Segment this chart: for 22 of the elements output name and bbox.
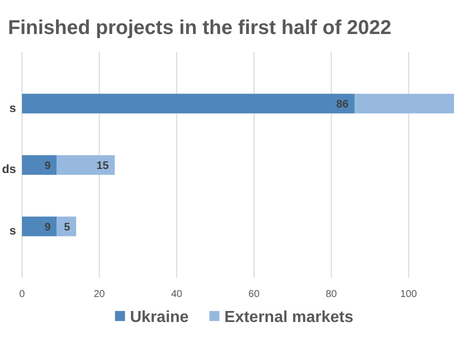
- x-tick-label: 100: [400, 289, 418, 300]
- y-tick-label: ds: [2, 162, 16, 176]
- data-label: 5: [64, 221, 70, 234]
- y-tick-label: s: [9, 100, 16, 115]
- bar: [22, 94, 354, 114]
- bar: [22, 216, 57, 236]
- data-label: 86: [336, 98, 348, 110]
- x-tick-label: 60: [248, 289, 260, 300]
- legend-label: External markets: [224, 309, 354, 326]
- x-tick-label: 0: [19, 289, 26, 300]
- bar: [22, 155, 57, 175]
- data-label: 15: [96, 160, 109, 172]
- legend-label: Ukraine: [130, 309, 189, 326]
- x-tick-label: 40: [171, 289, 183, 300]
- x-tick-label: 80: [326, 289, 338, 300]
- chart-title: Finished projects in the first half of 2022: [8, 17, 392, 39]
- bar: [56, 155, 115, 175]
- y-tick-label: s: [9, 224, 16, 238]
- data-label: 9: [44, 160, 51, 172]
- bar: [354, 94, 454, 114]
- x-tick-label: 20: [94, 289, 106, 300]
- data-label: 9: [44, 221, 51, 234]
